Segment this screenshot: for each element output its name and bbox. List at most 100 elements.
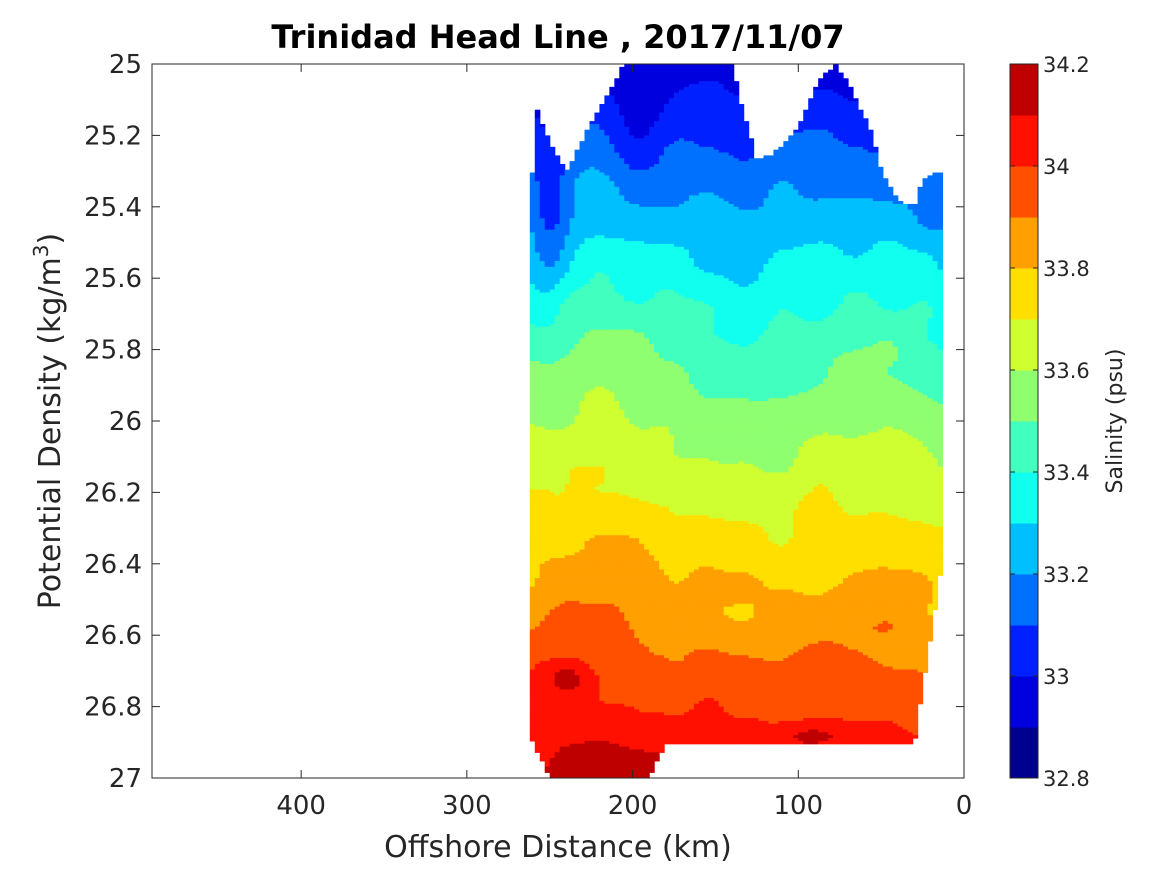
contour-fill-cell [529, 543, 536, 548]
contour-fill-cell [534, 692, 541, 696]
contour-fill-cell [579, 175, 586, 179]
contour-fill-cell [584, 729, 591, 733]
contour-fill-cell [554, 426, 561, 431]
contour-fill-cell [539, 752, 546, 756]
contour-fill-cell [584, 386, 591, 391]
contour-fill-cell [569, 409, 576, 414]
contour-fill-cell [589, 563, 596, 568]
contour-fill-cell [564, 652, 571, 656]
contour-fill-cell [584, 706, 591, 711]
contour-fill-cell [529, 241, 536, 245]
contour-fill-cell [564, 355, 571, 359]
contour-fill-cell [564, 486, 571, 491]
contour-fill-cell [559, 223, 566, 228]
contour-fill-cell [539, 169, 546, 174]
contour-fill-cell [549, 640, 556, 645]
contour-fill-cell [589, 203, 596, 208]
contour-fill-cell [564, 383, 571, 388]
contour-fill-cell [594, 480, 601, 485]
contour-fill-cell [529, 600, 536, 605]
contour-fill-cell [559, 403, 566, 408]
contour-fill-cell [594, 606, 601, 611]
contour-fill-cell [574, 698, 581, 702]
contour-fill-cell [559, 629, 566, 633]
contour-fill-cell [579, 426, 586, 431]
contour-fill-cell [554, 606, 561, 611]
contour-fill-cell [584, 700, 591, 705]
contour-fill-cell [549, 206, 556, 211]
contour-fill-cell [574, 375, 581, 379]
contour-fill-cell [574, 189, 581, 194]
contour-fill-cell [534, 163, 541, 168]
contour-fill-cell [529, 438, 536, 442]
contour-fill-cell [564, 506, 571, 511]
contour-fill-cell [594, 586, 601, 591]
contour-fill-cell [569, 312, 576, 316]
contour-fill-cell [594, 446, 601, 451]
contour-fill-cell [554, 712, 561, 716]
contour-fill-cell [559, 483, 566, 488]
contour-fill-cell [579, 338, 586, 342]
contour-fill-cell [544, 535, 551, 539]
contour-fill-cell [564, 526, 571, 531]
contour-fill-cell [579, 563, 586, 568]
contour-fill-cell [529, 458, 536, 462]
contour-fill-cell [529, 680, 536, 685]
contour-fill-cell [589, 478, 596, 482]
contour-fill-cell [569, 706, 576, 711]
contour-fill-cell [529, 498, 536, 502]
contour-fill-cell [569, 463, 576, 468]
contour-fill-cell [534, 178, 541, 182]
contour-fill-cell [539, 609, 546, 613]
contour-fill-cell [564, 480, 571, 485]
contour-fill-cell [549, 526, 556, 531]
contour-fill-cell [574, 366, 581, 371]
contour-fill-cell [564, 335, 571, 339]
contour-fill-cell [589, 658, 596, 662]
contour-fill-cell [529, 212, 536, 216]
contour-fill-cell [594, 283, 601, 288]
contour-fill-cell [549, 246, 556, 251]
contour-fill-cell [569, 518, 576, 522]
contour-fill-cell [554, 578, 561, 582]
contour-fill-cell [569, 249, 576, 254]
contour-fill-cell [569, 572, 576, 576]
contour-fill-cell [589, 692, 596, 696]
contour-fill-cell [554, 566, 561, 571]
contour-fill-cell [574, 695, 581, 699]
contour-fill-cell [554, 295, 561, 299]
contour-fill-cell [539, 672, 546, 676]
contour-fill-cell [574, 318, 581, 322]
contour-fill-cell [559, 543, 566, 548]
contour-fill-cell [564, 238, 571, 242]
contour-fill-cell [574, 569, 581, 573]
contour-fill-cell [579, 589, 586, 593]
contour-fill-cell [554, 309, 561, 314]
contour-fill-cell [584, 698, 591, 702]
contour-fill-cell [549, 435, 556, 439]
contour-fill-cell [589, 123, 596, 128]
contour-fill-cell [529, 672, 536, 676]
contour-fill-cell [534, 298, 541, 302]
contour-fill-cell [569, 338, 576, 342]
contour-fill-cell [544, 452, 551, 456]
contour-fill-cell [559, 726, 566, 731]
contour-fill-cell [579, 520, 586, 525]
contour-fill-cell [574, 412, 581, 416]
contour-fill-cell [564, 586, 571, 591]
contour-fill-cell [559, 329, 566, 334]
contour-fill-cell [579, 675, 586, 679]
contour-fill-cell [594, 618, 601, 622]
contour-fill-cell [569, 369, 576, 374]
contour-fill-cell [589, 560, 596, 565]
contour-fill-cell [549, 198, 556, 202]
contour-fill-cell [559, 749, 566, 753]
contour-fill-cell [544, 695, 551, 699]
contour-fill-cell [569, 452, 576, 456]
contour-fill-cell [574, 580, 581, 585]
contour-fill-cell [559, 241, 566, 245]
contour-fill-cell [579, 629, 586, 633]
contour-fill-cell [544, 678, 551, 682]
contour-fill-cell [544, 432, 551, 436]
contour-fill-cell [554, 409, 561, 414]
